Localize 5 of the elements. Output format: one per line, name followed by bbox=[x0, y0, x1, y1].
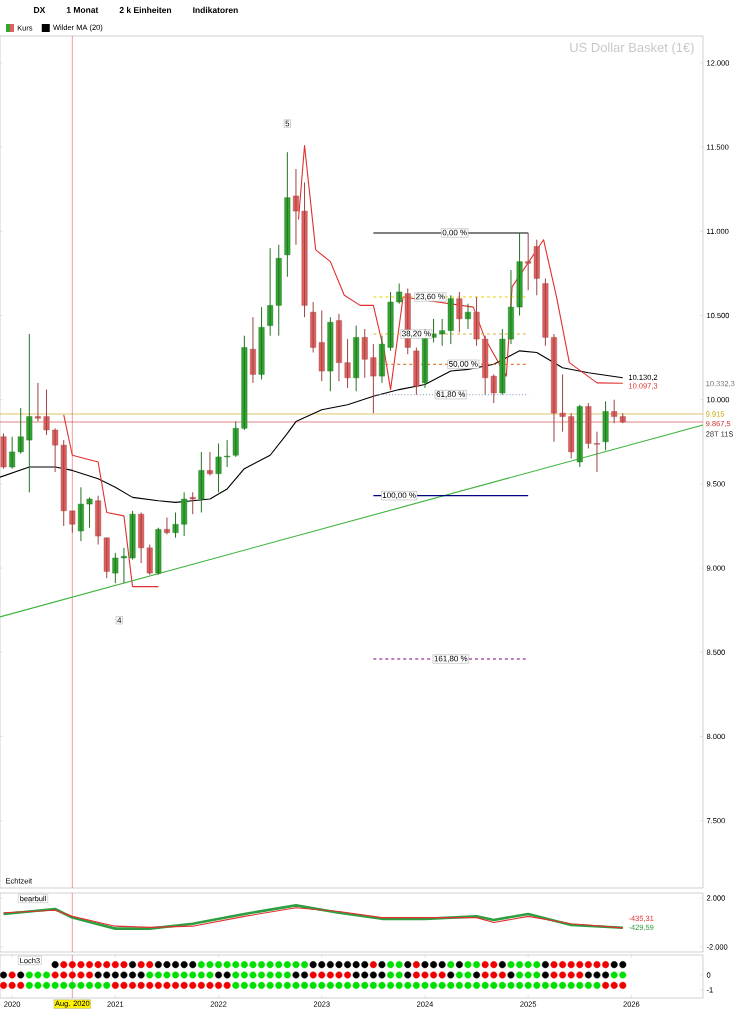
text: DX bbox=[34, 7, 46, 13]
text: 2 k Einheiten bbox=[119, 6, 172, 14]
text: 1 Monat bbox=[66, 7, 99, 13]
text: Indikatoren bbox=[193, 6, 238, 14]
chart-title: US Dollar Basket (1€) bbox=[570, 42, 694, 55]
